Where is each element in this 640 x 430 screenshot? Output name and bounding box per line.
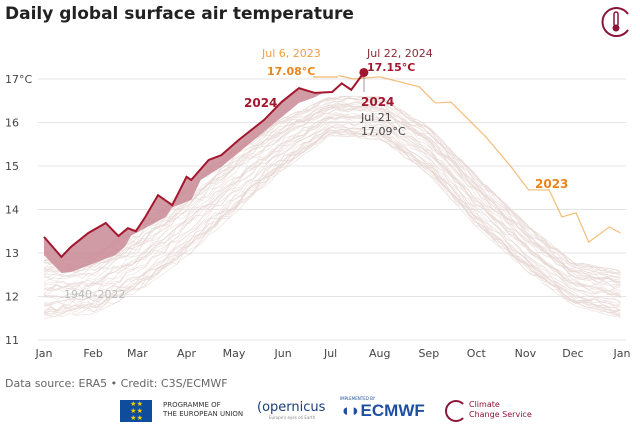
x-tick-label: Jun — [274, 347, 292, 360]
y-tick-label: 11 — [5, 334, 19, 347]
x-tick-label: Jul — [323, 347, 337, 360]
climatology-line — [43, 120, 621, 302]
record-2024-point — [359, 67, 369, 77]
series-label-2024: 2024 — [244, 96, 277, 110]
climatology-line — [43, 128, 621, 312]
copernicus-logo: (opernicus Europe's eyes on Earth — [257, 400, 326, 420]
climatology-line — [43, 130, 621, 312]
climatology-line — [43, 126, 621, 309]
difference-2024-vs-2023-fill — [44, 72, 364, 274]
x-tick-label: Feb — [83, 347, 102, 360]
climatology-line — [43, 106, 621, 287]
climatology-line — [43, 120, 621, 304]
annotation-2024-date: Jul 22, 2024 — [366, 47, 433, 60]
x-tick-label: Mar — [127, 347, 148, 360]
ecmwf-logo: IMPLEMENTED BY ◖◗ECMWF — [340, 396, 425, 420]
logo-c3s-icon — [601, 7, 629, 37]
annotation-2023-value: 17.08°C — [267, 65, 315, 78]
chart-title: Daily global surface air temperature — [5, 4, 354, 24]
series-2023-line — [338, 74, 621, 244]
climatology-line — [43, 104, 621, 281]
x-tick-label: Sep — [418, 347, 439, 360]
series-label-2023: 2023 — [535, 177, 568, 191]
x-tick-label: Jan — [35, 347, 53, 360]
x-tick-label: Dec — [562, 347, 583, 360]
plot-area: Jul 6, 2023 17.08°C Jul 22, 2024 17.15°C… — [5, 47, 631, 360]
climatology-line — [43, 114, 621, 295]
annotation-2024-value: 17.15°C — [367, 61, 415, 74]
climatology-line — [43, 124, 621, 309]
eu-flag-icon: ★ ★ ★ ★ ★ ★ — [120, 400, 152, 422]
series-label-climatology: 1940–2022 — [64, 288, 126, 301]
x-tick-label: Oct — [467, 347, 487, 360]
climatology-line — [43, 122, 621, 304]
y-tick-label: 17°C — [5, 73, 32, 86]
annotation-2023-date: Jul 6, 2023 — [261, 47, 321, 60]
climatology-line — [43, 113, 621, 292]
y-tick-label: 16 — [5, 117, 19, 130]
x-tick-label: Jan — [613, 347, 631, 360]
y-tick-label: 12 — [5, 291, 19, 304]
climatology-line — [43, 128, 621, 312]
c3s-logo: Climate Change Service — [445, 400, 532, 422]
x-tick-label: May — [223, 347, 246, 360]
partner-logos: ★ ★ ★ ★ ★ ★ PROGRAMME OF THE EUROPEAN UNION… — [120, 396, 540, 426]
x-tick-label: Apr — [177, 347, 197, 360]
y-tick-label: 15 — [5, 160, 19, 173]
climatology-line — [43, 132, 621, 317]
climatology-line — [43, 128, 621, 313]
y-tick-label: 14 — [5, 204, 19, 217]
series-2024-line — [43, 71, 365, 259]
x-tick-label: Aug — [369, 347, 390, 360]
annotation-prev-year: 2024 — [361, 95, 394, 109]
annotation-prev-value: 17.09°C — [361, 125, 406, 138]
climatology-line — [43, 131, 621, 316]
y-tick-label: 13 — [5, 247, 19, 260]
climatology-line — [43, 124, 621, 311]
annotation-prev-date: Jul 21 — [360, 111, 392, 124]
climatology-line — [43, 100, 621, 278]
climatology-line — [43, 108, 621, 289]
climatology-line — [43, 117, 621, 298]
data-source-credit: Data source: ERA5 • Credit: C3S/ECMWF — [5, 377, 228, 390]
climatology-line — [43, 129, 621, 314]
climatology-line — [43, 103, 621, 282]
climatology-line — [43, 116, 621, 299]
x-tick-label: Nov — [515, 347, 537, 360]
eu-programme-text: PROGRAMME OF THE EUROPEAN UNION — [163, 401, 244, 418]
